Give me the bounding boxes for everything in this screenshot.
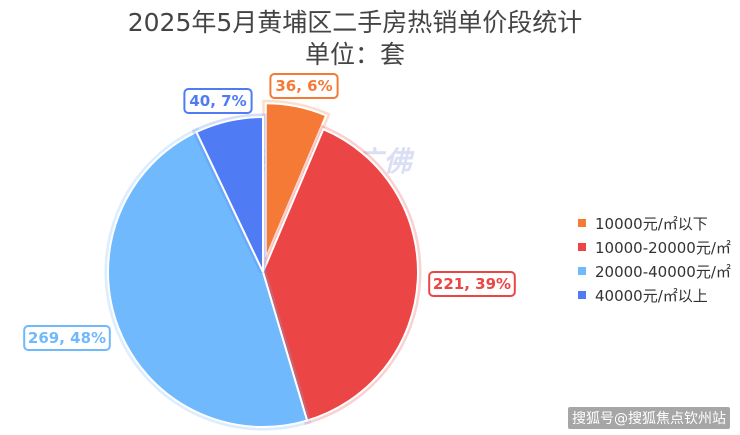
data-label: 36, 6%	[269, 73, 339, 99]
legend-item: 10000-20000元/㎡	[578, 235, 731, 259]
chart-legend: 10000元/㎡以下 10000-20000元/㎡ 20000-40000元/㎡ 40…	[578, 211, 731, 307]
pie-slice	[264, 102, 328, 259]
pie-slice	[261, 127, 419, 422]
legend-label: 10000元/㎡以下	[595, 214, 708, 233]
legend-item: 40000元/㎡以上	[578, 283, 731, 307]
legend-label: 20000-40000元/㎡	[595, 262, 731, 281]
legend-swatch	[578, 267, 586, 275]
legend-swatch	[578, 291, 586, 299]
legend-label: 40000元/㎡以上	[595, 286, 708, 305]
svg-text:221, 39%: 221, 39%	[433, 275, 511, 293]
legend-label: 10000-20000元/㎡	[595, 238, 731, 257]
data-label: 40, 7%	[183, 88, 253, 114]
legend-item: 20000-40000元/㎡	[578, 259, 731, 283]
data-label: 269, 48%	[23, 325, 111, 351]
legend-swatch	[578, 243, 586, 251]
legend-item: 10000元/㎡以下	[578, 211, 731, 235]
svg-text:269, 48%: 269, 48%	[28, 329, 106, 347]
svg-text:40, 7%: 40, 7%	[189, 92, 246, 110]
pie-slice	[195, 115, 264, 273]
chart-title: 2025年5月黄埔区二手房热销单价段统计	[127, 8, 583, 37]
svg-text:36, 6%: 36, 6%	[275, 77, 332, 95]
legend-swatch	[578, 219, 586, 227]
footer-source: 搜狐号@搜狐焦点钦州站	[568, 407, 730, 429]
data-label: 221, 39%	[428, 271, 516, 297]
pie-slice	[106, 130, 309, 428]
chart-subtitle: 单位：套	[304, 40, 405, 69]
